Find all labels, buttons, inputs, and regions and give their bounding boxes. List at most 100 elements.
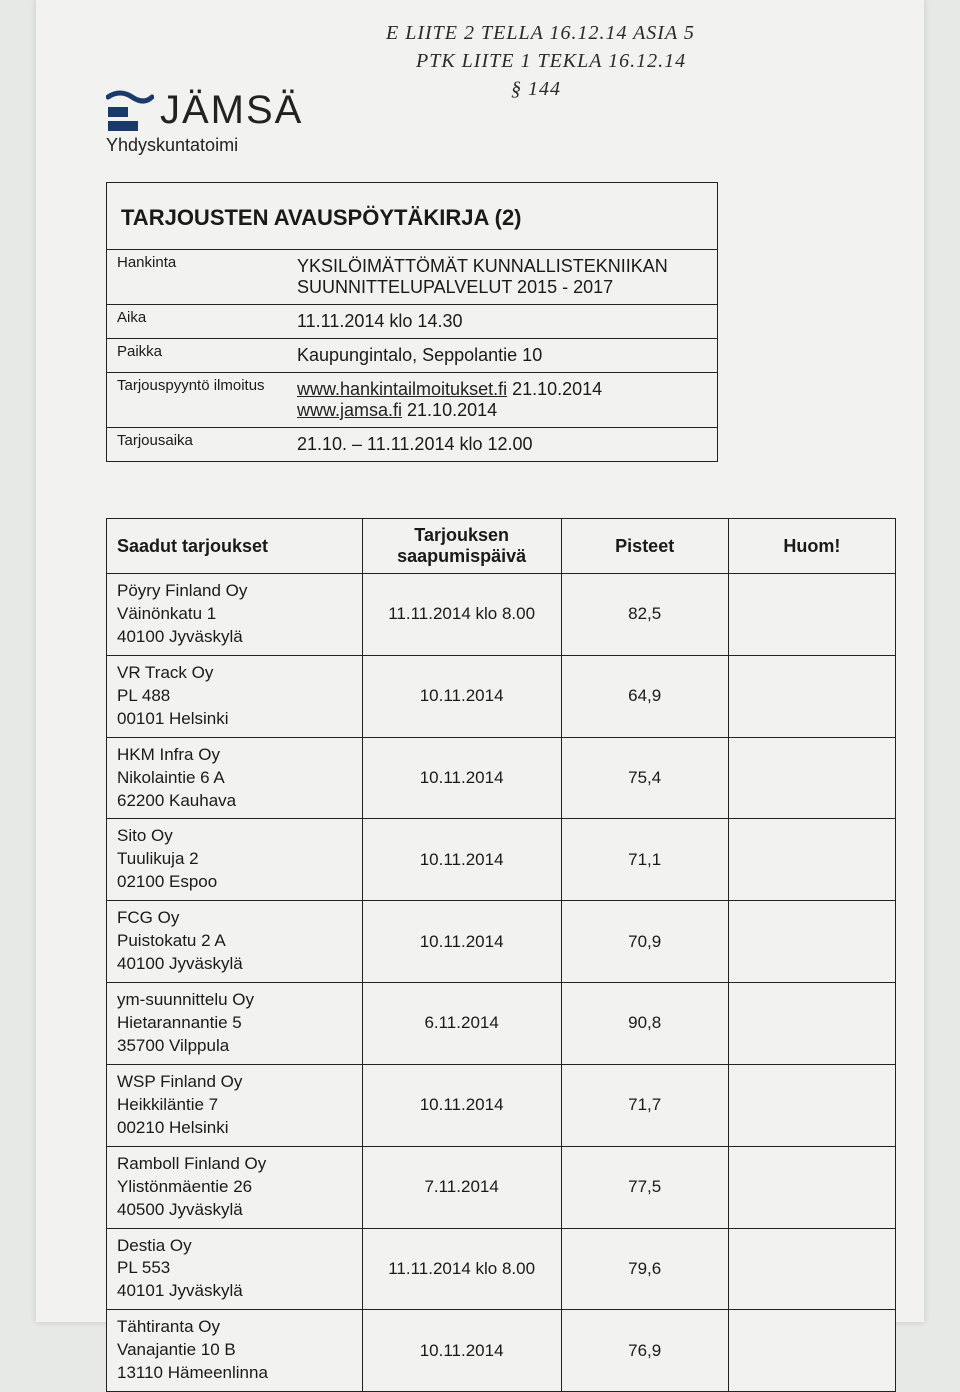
note-cell: [728, 737, 895, 819]
link-hankintailmoitukset[interactable]: www.hankintailmoitukset.fi: [297, 379, 507, 399]
meta-value-text: 21.10.2014: [402, 400, 497, 420]
document-page: E LIITE 2 TELLA 16.12.14 ASIA 5 PTK LIIT…: [36, 0, 924, 1322]
note-cell: [728, 655, 895, 737]
table-header-row: Saadut tarjoukset Tarjouksen saapumispäi…: [107, 519, 896, 574]
meta-row-aika: Aika 11.11.2014 klo 14.30: [107, 304, 717, 338]
meta-label: Aika: [107, 305, 297, 338]
date-cell: 10.11.2014: [362, 1310, 561, 1392]
bidder-cell: Sito OyTuulikuja 202100 Espoo: [107, 819, 363, 901]
bidder-addr1: Ylistönmäentie 26: [117, 1176, 352, 1199]
meta-label: Tarjousaika: [107, 428, 297, 461]
bidder-cell: FCG OyPuistokatu 2 A40100 Jyväskylä: [107, 901, 363, 983]
handwritten-note-1: E LIITE 2 TELLA 16.12.14 ASIA 5: [386, 22, 695, 45]
bidder-name: ym-suunnittelu Oy: [117, 989, 352, 1012]
table-row: Ramboll Finland OyYlistönmäentie 2640500…: [107, 1146, 896, 1228]
date-cell: 10.11.2014: [362, 737, 561, 819]
score-cell: 82,5: [561, 574, 728, 656]
city-logo-icon: [106, 89, 154, 133]
bidder-name: HKM Infra Oy: [117, 744, 352, 767]
bidder-name: FCG Oy: [117, 907, 352, 930]
document-title: TARJOUSTEN AVAUSPÖYTÄKIRJA (2): [107, 183, 717, 249]
bidder-name: Destia Oy: [117, 1235, 352, 1258]
link-jamsa[interactable]: www.jamsa.fi: [297, 400, 402, 420]
bidder-addr1: Nikolaintie 6 A: [117, 767, 352, 790]
date-cell: 10.11.2014: [362, 655, 561, 737]
note-cell: [728, 1064, 895, 1146]
logo-text: JÄMSÄ: [160, 88, 303, 133]
meta-row-paikka: Paikka Kaupungintalo, Seppolantie 10: [107, 338, 717, 372]
meta-value-line: www.jamsa.fi 21.10.2014: [297, 400, 707, 421]
bidder-addr1: Vanajantie 10 B: [117, 1339, 352, 1362]
date-cell: 10.11.2014: [362, 1064, 561, 1146]
score-cell: 71,1: [561, 819, 728, 901]
bidder-addr2: 13110 Hämeenlinna: [117, 1362, 352, 1385]
meta-label: Tarjouspyyntö ilmoitus: [107, 373, 297, 427]
meta-value: YKSILÖIMÄTTÖMÄT KUNNALLISTEKNIIKAN SUUNN…: [297, 250, 717, 304]
bidder-addr2: 02100 Espoo: [117, 871, 352, 894]
handwritten-note-2: PTK LIITE 1 TEKLA 16.12.14: [416, 50, 686, 73]
meta-value-line: YKSILÖIMÄTTÖMÄT KUNNALLISTEKNIIKAN: [297, 256, 668, 276]
bidder-addr2: 00210 Helsinki: [117, 1117, 352, 1140]
logo-block: JÄMSÄ Yhdyskuntatoimi: [106, 88, 303, 156]
table-row: Sito OyTuulikuja 202100 Espoo10.11.20147…: [107, 819, 896, 901]
note-cell: [728, 574, 895, 656]
score-cell: 90,8: [561, 983, 728, 1065]
meta-value: 11.11.2014 klo 14.30: [297, 305, 717, 338]
bidder-name: VR Track Oy: [117, 662, 352, 685]
bidder-addr1: Väinönkatu 1: [117, 603, 352, 626]
meta-value: www.hankintailmoitukset.fi 21.10.2014 ww…: [297, 373, 717, 427]
bidder-addr2: 40101 Jyväskylä: [117, 1280, 352, 1303]
date-cell: 6.11.2014: [362, 983, 561, 1065]
bidder-addr1: Heikkiläntie 7: [117, 1094, 352, 1117]
table-row: ym-suunnittelu OyHietarannantie 535700 V…: [107, 983, 896, 1065]
meta-value-line: www.hankintailmoitukset.fi 21.10.2014: [297, 379, 602, 399]
meta-value-line: 21.10. – 11.11.2014 klo 12.00: [297, 434, 533, 454]
bidder-cell: Tähtiranta OyVanajantie 10 B13110 Hämeen…: [107, 1310, 363, 1392]
score-cell: 79,6: [561, 1228, 728, 1310]
score-cell: 71,7: [561, 1064, 728, 1146]
table-row: Tähtiranta OyVanajantie 10 B13110 Hämeen…: [107, 1310, 896, 1392]
bidder-addr2: 35700 Vilppula: [117, 1035, 352, 1058]
meta-value: 21.10. – 11.11.2014 klo 12.00: [297, 428, 717, 461]
bidder-addr2: 62200 Kauhava: [117, 790, 352, 813]
date-cell: 7.11.2014: [362, 1146, 561, 1228]
table-row: Destia OyPL 55340101 Jyväskylä11.11.2014…: [107, 1228, 896, 1310]
table-row: Pöyry Finland OyVäinönkatu 140100 Jyväsk…: [107, 574, 896, 656]
date-cell: 11.11.2014 klo 8.00: [362, 574, 561, 656]
bidder-cell: Pöyry Finland OyVäinönkatu 140100 Jyväsk…: [107, 574, 363, 656]
table-row: FCG OyPuistokatu 2 A40100 Jyväskylä10.11…: [107, 901, 896, 983]
handwritten-note-3: § 144: [511, 78, 561, 101]
date-cell: 10.11.2014: [362, 819, 561, 901]
bidder-name: Pöyry Finland Oy: [117, 580, 352, 603]
meta-box: TARJOUSTEN AVAUSPÖYTÄKIRJA (2) Hankinta …: [106, 182, 718, 462]
table-row: WSP Finland OyHeikkiläntie 700210 Helsin…: [107, 1064, 896, 1146]
col-note-header: Huom!: [728, 519, 895, 574]
bidder-name: WSP Finland Oy: [117, 1071, 352, 1094]
bidder-cell: Ramboll Finland OyYlistönmäentie 2640500…: [107, 1146, 363, 1228]
bidder-addr2: 40500 Jyväskylä: [117, 1199, 352, 1222]
date-cell: 11.11.2014 klo 8.00: [362, 1228, 561, 1310]
bidder-addr1: Puistokatu 2 A: [117, 930, 352, 953]
bidder-addr2: 40100 Jyväskylä: [117, 626, 352, 649]
bidder-addr2: 40100 Jyväskylä: [117, 953, 352, 976]
meta-value-line: 11.11.2014 klo 14.30: [297, 311, 462, 331]
note-cell: [728, 1228, 895, 1310]
score-cell: 77,5: [561, 1146, 728, 1228]
offers-table: Saadut tarjoukset Tarjouksen saapumispäi…: [106, 518, 896, 1392]
table-row: VR Track OyPL 48800101 Helsinki10.11.201…: [107, 655, 896, 737]
note-cell: [728, 1310, 895, 1392]
score-cell: 64,9: [561, 655, 728, 737]
col-date-header: Tarjouksen saapumispäivä: [362, 519, 561, 574]
col-score-header: Pisteet: [561, 519, 728, 574]
meta-value-line: SUUNNITTELUPALVELUT 2015 - 2017: [297, 277, 707, 298]
note-cell: [728, 819, 895, 901]
meta-value: Kaupungintalo, Seppolantie 10: [297, 339, 717, 372]
note-cell: [728, 901, 895, 983]
bidder-addr1: Tuulikuja 2: [117, 848, 352, 871]
bidder-addr1: Hietarannantie 5: [117, 1012, 352, 1035]
meta-value-line: Kaupungintalo, Seppolantie 10: [297, 345, 542, 365]
note-cell: [728, 1146, 895, 1228]
bidder-name: Sito Oy: [117, 825, 352, 848]
score-cell: 75,4: [561, 737, 728, 819]
bidder-cell: Destia OyPL 55340101 Jyväskylä: [107, 1228, 363, 1310]
